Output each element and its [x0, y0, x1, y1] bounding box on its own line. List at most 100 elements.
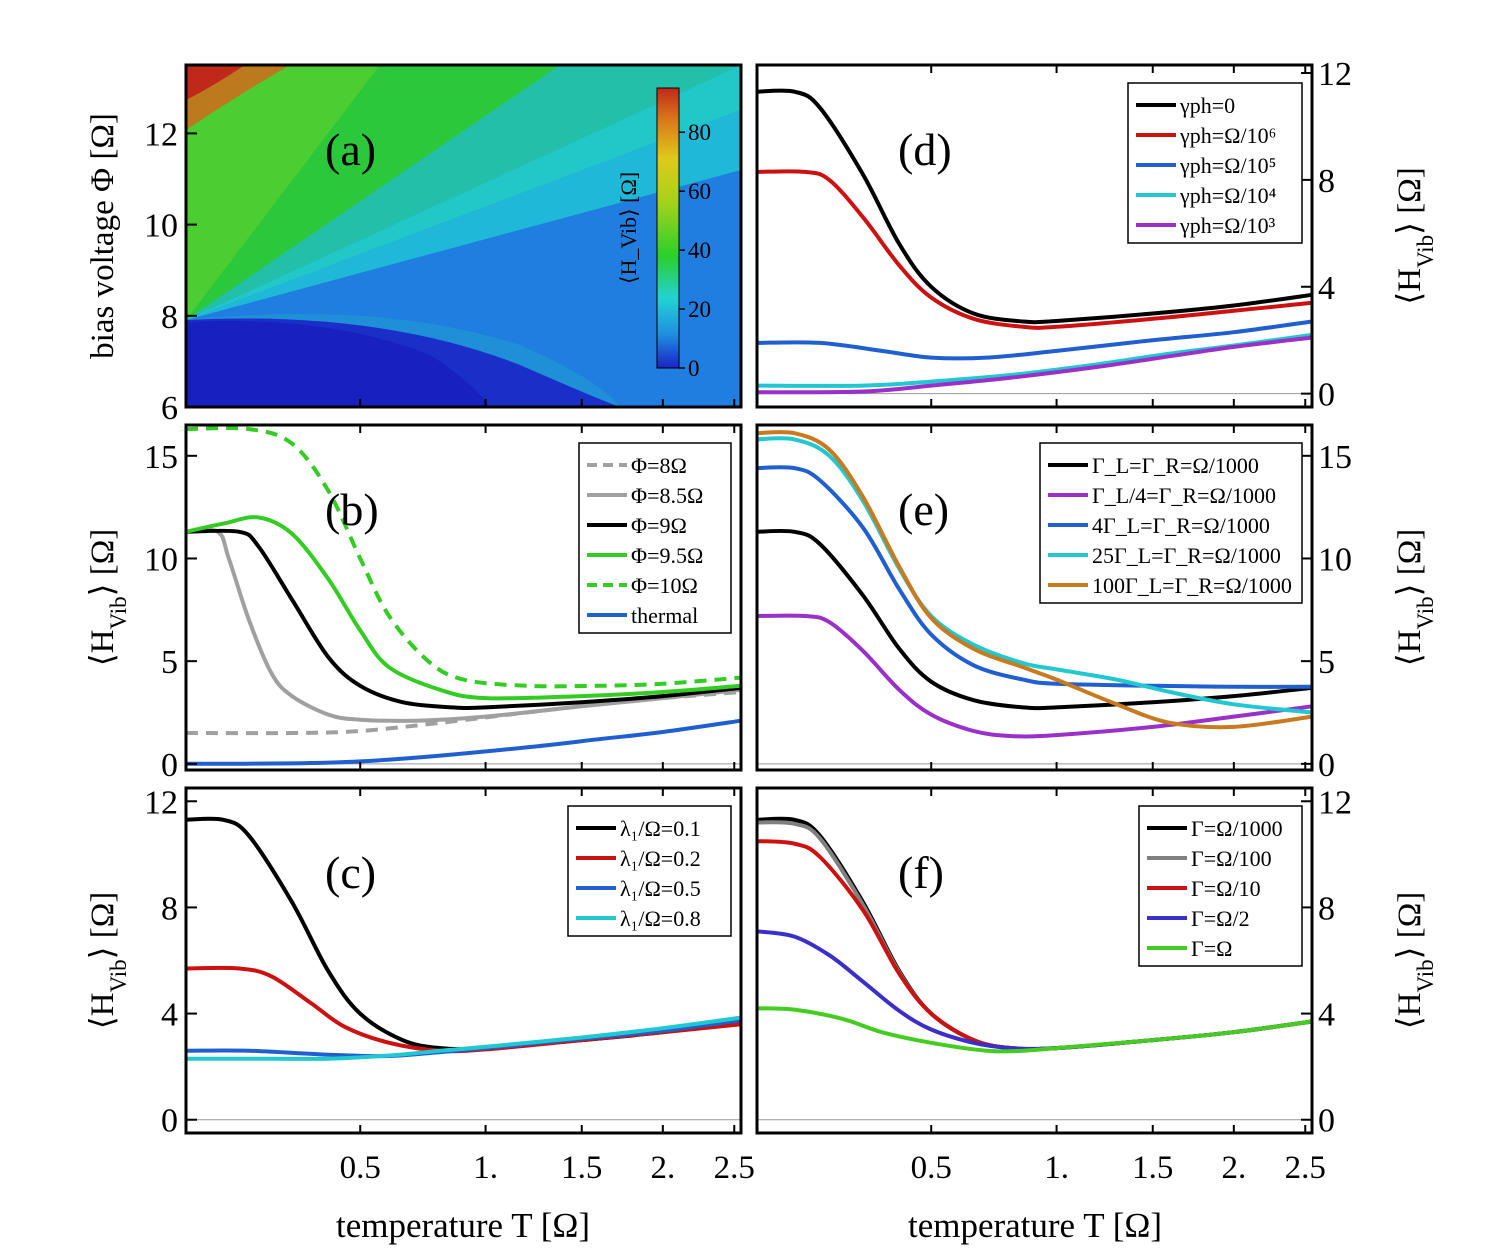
colorbar-ticks: 0 20 40 60 80: [679, 120, 711, 381]
xtick-label: 2.5: [1285, 1150, 1326, 1186]
xtick-label: 1.5: [1132, 1150, 1173, 1186]
xtick-label: 1.5: [561, 1150, 602, 1186]
legend: γph=0 γph=Ω/10⁶ γph=Ω/10⁵ γph=Ω/10⁴ γph=Ω/10…: [1127, 82, 1303, 244]
ytick-label: 12: [1318, 56, 1352, 93]
colorbar-tick-label: 20: [688, 297, 711, 322]
legend-label: γph=Ω/10⁴: [1179, 183, 1277, 208]
series-line: [185, 528, 742, 710]
ytick-label: 15: [1318, 439, 1352, 476]
legend-label: γph=Ω/10⁵: [1179, 153, 1276, 178]
legend-label: Γ=Ω: [1191, 936, 1232, 961]
plot-frame: [755, 63, 1314, 409]
xtick-label: 2.: [650, 1150, 675, 1186]
colorbar-label: ⟨H_Vib⟩ [Ω]: [616, 172, 641, 284]
colorbar-tick-label: 0: [688, 356, 700, 381]
plot-frame: [755, 423, 1314, 772]
legend-label: thermal: [631, 603, 698, 628]
legend-label: Φ=9Ω: [631, 513, 687, 538]
panel-a-letter: (a): [325, 124, 376, 175]
panel-d: 0 4 8 12 (d) ⟨HVib⟩ [Ω] γph=0 γph=Ω/10⁶ γph=Ω/10…: [755, 56, 1438, 414]
legend-label: Γ=Ω/100: [1191, 846, 1272, 871]
colorbar-tick-label: 80: [688, 120, 711, 145]
legend-label: Γ_L=Γ_R=Ω/1000: [1092, 453, 1259, 478]
x-axis-label-left: temperature T [Ω]: [336, 1206, 590, 1245]
ytick-label: 10: [144, 208, 178, 245]
series-line: [756, 88, 1313, 325]
series-line: [756, 319, 1313, 361]
y-axis-label: ⟨HVib⟩ [Ω]: [85, 892, 131, 1029]
xtick-label: 2.5: [714, 1150, 755, 1186]
legend: Φ=8Ω Φ=8.5Ω Φ=9Ω Φ=9.5Ω Φ=10Ω thermal: [578, 442, 732, 634]
series-line: [756, 436, 1313, 715]
ytick-label: 10: [1318, 541, 1352, 578]
colorbar-tick-label: 60: [688, 179, 711, 204]
ytick-label: 0: [1318, 1103, 1335, 1140]
series-line: [186, 1015, 742, 1061]
xtick-label: 0.5: [340, 1150, 381, 1186]
panel-e: 0 5 10 15 (e) ⟨HVib⟩ [Ω] Γ_L=Γ_R=Ω/1000 Γ_L/4=Γ…: [755, 423, 1438, 784]
ytick-label: 12: [144, 116, 178, 153]
ytick-label: 4: [1318, 997, 1335, 1034]
legend-label: Γ=Ω/10: [1191, 876, 1261, 901]
legend-label: γph=0: [1179, 93, 1235, 118]
ytick-label: 8: [161, 299, 178, 336]
plot-frame: [184, 423, 743, 772]
panel-a-heatmap: 0 20 40 60 80 ⟨H_Vib⟩ [Ω] (a) 6 8 10 12 bias vo…: [85, 63, 743, 427]
panel-a-yticks: 6 8 10 12: [144, 116, 197, 427]
panel-letter: (b): [325, 484, 379, 535]
ytick-label: 12: [1318, 784, 1352, 821]
legend-label: γph=Ω/10⁶: [1179, 123, 1276, 148]
legend-label: 25Γ_L=Γ_R=Ω/1000: [1092, 543, 1281, 568]
ytick-label: 5: [1318, 644, 1335, 681]
colorbar: [656, 87, 680, 369]
ytick-label: 5: [161, 644, 178, 681]
legend-label: γph=Ω/10³: [1179, 213, 1276, 238]
ytick-label: 0: [1318, 747, 1335, 784]
ytick-label: 10: [144, 541, 178, 578]
ytick-label: 4: [1318, 270, 1335, 307]
ytick-label: 0: [161, 747, 178, 784]
legend-label: λ₁/Ω=0.8: [620, 906, 701, 931]
colorbar-tick-label: 40: [688, 238, 711, 263]
ytick-label: 15: [144, 439, 178, 476]
series-line: [756, 528, 1313, 711]
ytick-label: 4: [161, 997, 178, 1034]
legend-label: λ₁/Ω=0.1: [620, 816, 701, 841]
series-line: [756, 335, 1313, 395]
x-axis-label-right: temperature T [Ω]: [908, 1206, 1162, 1245]
plot-frame: [755, 786, 1314, 1135]
legend-label: 4Γ_L=Γ_R=Ω/1000: [1092, 513, 1270, 538]
legend-label: Φ=8.5Ω: [631, 483, 703, 508]
legend-label: Γ=Ω/1000: [1191, 816, 1283, 841]
series-line: [756, 169, 1313, 330]
panel-letter: (e): [898, 484, 949, 535]
y-axis-label: ⟨HVib⟩ [Ω]: [85, 529, 131, 666]
ytick-label: 0: [161, 1103, 178, 1140]
y-axis-label: ⟨HVib⟩ [Ω]: [1392, 167, 1438, 304]
xtick-label: 2.: [1221, 1150, 1246, 1186]
ytick-label: 8: [161, 890, 178, 927]
legend: Γ_L=Γ_R=Ω/1000 Γ_L/4=Γ_R=Ω/1000 4Γ_L=Γ_R=Ω…: [1039, 442, 1303, 604]
panel-letter: (d): [898, 124, 952, 175]
series-line: [185, 426, 742, 689]
legend-label: λ₁/Ω=0.2: [620, 846, 701, 871]
legend-box: [578, 442, 732, 634]
legend: λ₁/Ω=0.1 λ₁/Ω=0.2 λ₁/Ω=0.5 λ₁/Ω=0.8: [567, 805, 732, 937]
legend-box: [567, 805, 732, 937]
ytick-label: 0: [1318, 377, 1335, 414]
series-line: [185, 718, 742, 766]
ytick-label: 12: [144, 784, 178, 821]
legend-label: Γ=Ω/2: [1191, 906, 1250, 931]
xtick-label: 1.: [473, 1150, 498, 1186]
series-line: [756, 430, 1313, 730]
ytick-label: 6: [161, 390, 178, 427]
ytick-label: 8: [1318, 163, 1335, 200]
xtick-label: 1.: [1044, 1150, 1069, 1186]
series-line: [185, 527, 742, 723]
x-axes: 0.5 1. 1.5 2. 2.5 0.5 1. 1.5 2. 2.5: [340, 399, 1326, 1186]
plot-frame: [184, 786, 743, 1135]
